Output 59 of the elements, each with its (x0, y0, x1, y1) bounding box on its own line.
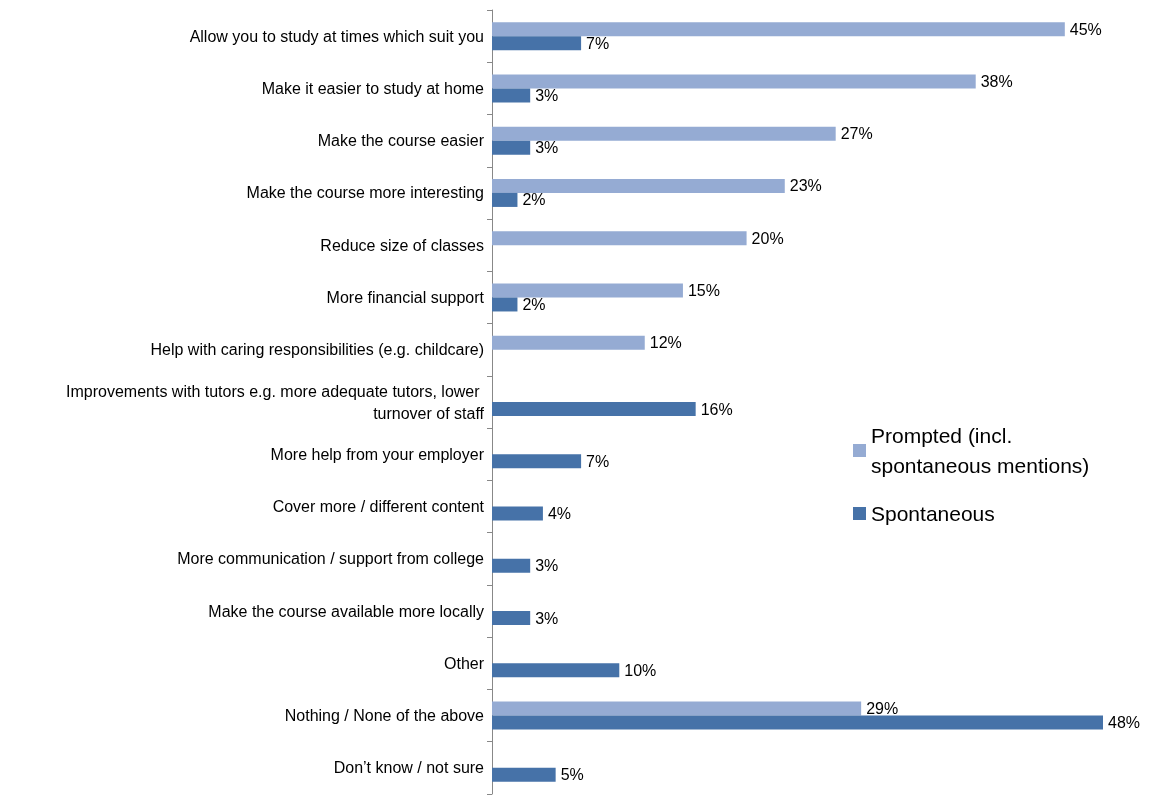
y-tick-label: Cover more / different content (272, 498, 485, 516)
data-label: 5% (560, 766, 584, 784)
data-label: 3% (535, 86, 559, 104)
bar (492, 283, 683, 298)
data-label: 3% (535, 139, 559, 157)
bar (492, 402, 696, 416)
bar (492, 767, 556, 782)
y-tick-label: Don’t know / not sure (333, 759, 485, 777)
data-label: 16% (700, 400, 733, 418)
bar (492, 558, 531, 573)
bar (492, 715, 1103, 730)
bar (492, 663, 620, 678)
bar (492, 192, 518, 207)
data-label: 3% (535, 609, 559, 627)
y-tick-label: Reduce size of classes (320, 236, 484, 254)
bar (492, 611, 531, 626)
data-label: 7% (586, 34, 610, 52)
data-label: 2% (522, 295, 546, 313)
y-tick-label: Make it easier to study at home (261, 79, 485, 97)
bar (492, 178, 785, 193)
bar (492, 126, 836, 141)
data-label: 4% (547, 505, 572, 523)
data-label: 2% (522, 191, 546, 209)
bar (492, 22, 1065, 37)
y-tick-label: Help with caring responsibilities (e.g. childcare) (150, 341, 484, 359)
data-label: 38% (980, 72, 1013, 90)
bar (492, 335, 645, 350)
legend-label: Prompted (incl. spontaneous mentions) (871, 423, 1090, 477)
data-label: 20% (751, 229, 784, 247)
y-tick-label: Nothing / None of the above (284, 707, 485, 725)
y-tick-label: Make the course available more locally (208, 602, 484, 620)
data-label: 45% (1069, 20, 1102, 38)
data-label: 29% (866, 700, 899, 718)
bar (492, 140, 531, 155)
data-label: 7% (586, 452, 610, 470)
bar (492, 88, 531, 103)
bar (492, 701, 862, 716)
data-label: 48% (1108, 714, 1141, 732)
data-label: 3% (535, 557, 559, 575)
bar (492, 454, 582, 469)
data-label: 15% (687, 281, 720, 299)
bar (492, 297, 518, 312)
y-tick-label: More financial support (326, 288, 485, 306)
bar (492, 74, 976, 89)
bar (492, 231, 747, 246)
legend-label: Spontaneous (871, 501, 995, 525)
y-tick-label: Other (443, 654, 485, 672)
y-tick-label: More communication / support from college (177, 550, 485, 568)
data-label: 10% (624, 661, 657, 679)
data-label: 12% (649, 334, 682, 352)
y-tick-label: Make the course more interesting (246, 184, 484, 202)
y-tick-label: Allow you to study at times which suit you (189, 27, 484, 45)
y-tick-label: Make the course easier (317, 132, 485, 150)
data-label: 27% (840, 125, 873, 143)
y-tick-label: Improvements with tutors e.g. more adequate tutors, lower turnover of staff (66, 382, 485, 422)
data-label: 23% (789, 177, 822, 195)
bar (492, 506, 543, 521)
bar (492, 36, 582, 51)
y-tick-label: More help from your employer (270, 445, 485, 463)
